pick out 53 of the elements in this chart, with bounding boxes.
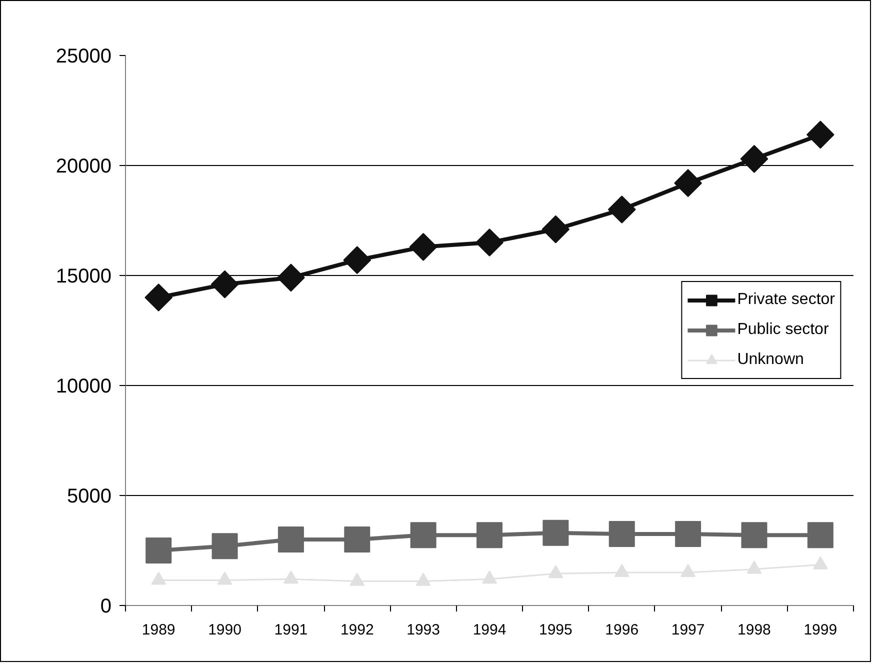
x-tick-label: 1995 xyxy=(538,622,572,638)
point xyxy=(343,246,372,274)
point xyxy=(806,120,834,149)
y-tick-label: 10000 xyxy=(56,376,112,398)
point xyxy=(674,169,702,198)
point xyxy=(217,572,232,585)
y-tick-label: 15000 xyxy=(56,266,112,288)
point xyxy=(350,572,365,586)
point xyxy=(409,232,438,261)
point xyxy=(210,270,239,298)
x-tick-label: 1993 xyxy=(406,622,440,638)
legend-label: Public sector xyxy=(737,321,829,339)
legend-label: Private sector xyxy=(737,291,835,309)
point xyxy=(476,522,502,548)
point xyxy=(548,565,564,578)
x-tick-label: 1997 xyxy=(671,622,705,638)
point xyxy=(746,560,762,574)
point xyxy=(741,522,768,548)
point xyxy=(344,526,370,552)
point xyxy=(807,522,834,548)
x-tick-label: 1990 xyxy=(208,622,242,638)
legend-label: Unknown xyxy=(737,351,804,369)
point xyxy=(416,572,431,586)
point xyxy=(144,284,173,312)
y-tick-label: 25000 xyxy=(56,46,112,68)
point xyxy=(812,556,828,570)
point xyxy=(675,521,702,547)
point xyxy=(608,521,635,547)
point xyxy=(146,538,172,564)
x-tick-label: 1991 xyxy=(274,622,308,638)
x-tick-label: 1992 xyxy=(340,622,374,638)
point xyxy=(680,564,696,578)
x-tick-label: 1994 xyxy=(472,622,506,638)
x-tick-label: 1989 xyxy=(142,622,176,638)
point xyxy=(476,228,504,256)
point xyxy=(740,144,768,173)
x-tick-label: 1996 xyxy=(605,622,639,638)
y-tick-label: 5000 xyxy=(67,486,112,508)
point xyxy=(614,564,630,578)
y-tick-label: 20000 xyxy=(56,156,112,178)
point xyxy=(542,520,569,546)
x-tick-label: 1998 xyxy=(738,622,771,638)
point xyxy=(151,572,166,585)
point xyxy=(482,570,497,584)
point xyxy=(410,522,436,548)
point xyxy=(542,215,570,244)
x-tick-label: 1999 xyxy=(804,622,838,638)
point xyxy=(277,264,305,292)
point xyxy=(283,570,298,584)
point xyxy=(608,196,636,224)
point xyxy=(278,526,304,552)
y-tick-label: 0 xyxy=(100,596,112,618)
point xyxy=(212,533,238,560)
